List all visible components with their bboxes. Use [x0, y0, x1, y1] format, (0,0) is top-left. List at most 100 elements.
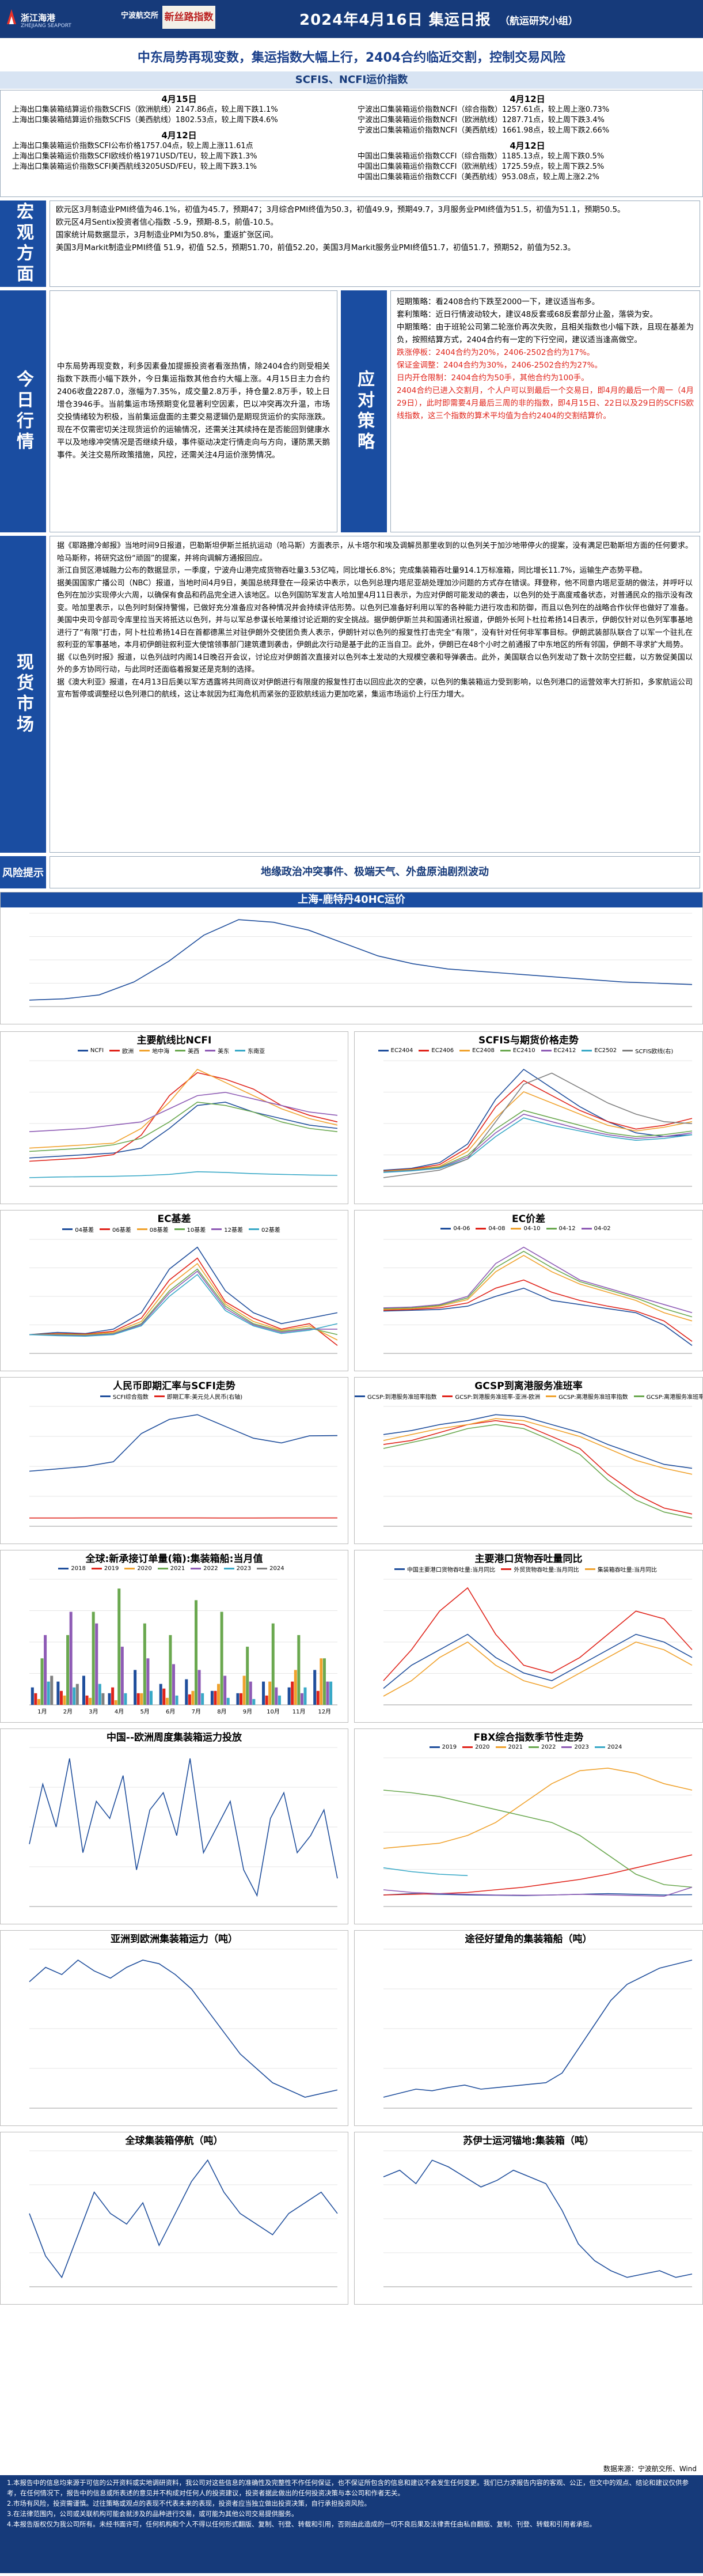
legend-swatch — [175, 1050, 186, 1051]
legend-label: 外贸货物吞吐量:当月同比 — [514, 1567, 579, 1573]
legend-label: 2024 — [607, 1744, 622, 1750]
series-line — [383, 1110, 693, 1172]
chart-panel: 苏伊士运河锚地:集装箱（吨） — [354, 2132, 703, 2305]
legend-swatch — [191, 1568, 202, 1569]
bar — [50, 1675, 54, 1705]
bar — [162, 1688, 166, 1705]
series-line — [383, 1633, 693, 1689]
disclaimer-item: 2.市场有风险，投资需谨慎。过往策略或观点的表现不代表未来的表现，投资者应当独立… — [7, 2499, 371, 2507]
bar — [82, 1675, 85, 1705]
x-tick-label: 6月 — [166, 1708, 175, 1715]
series-line — [383, 1279, 693, 1342]
chart-title: 中国--欧洲周度集装箱运力投放 — [106, 1732, 242, 1743]
market-paragraph: 据《以色列时报》报道，以色列战时内阁14日晚召开会议，讨论应对伊朗首次直接对以色… — [57, 653, 693, 675]
market-paragraph: 浙江自贸区港城融力公布的数据显示，一季度，宁波舟山港完成货物吞吐量3.53亿吨，… — [57, 566, 647, 575]
chart-legend: 04基差 06基差 08基差 10基差 12基差 02基差 — [1, 1225, 348, 1234]
chart-panel: FBX综合指数季节性走势 2019 2020 2021 2022 2023 2024 — [354, 1728, 703, 1924]
series-line — [29, 1959, 338, 2098]
index-left-date1: 4月15日 — [161, 94, 197, 104]
index-left-column: 4月15日 上海出口集装箱结算运价指数SCFIS（欧洲航线）2147.86点，较… — [12, 93, 346, 172]
bar — [89, 1697, 92, 1705]
chart-legend: 中国主要港口货物吞吐量:当月同比 外贸货物吞吐量:当月同比 集装箱吞吐量:当月同比 — [355, 1565, 702, 1573]
series-line — [29, 1262, 338, 1341]
bar — [175, 1695, 178, 1705]
bar — [117, 1588, 121, 1705]
legend-swatch — [77, 1050, 88, 1051]
bar — [249, 1681, 252, 1705]
bar — [271, 1623, 275, 1705]
market-label: 现货市场 — [0, 536, 46, 853]
legend-label: EC2412 — [553, 1047, 576, 1054]
bar — [210, 1690, 214, 1705]
legend-label: 2022 — [203, 1565, 218, 1572]
chart-plot — [29, 2150, 338, 2287]
legend-swatch — [429, 1746, 440, 1748]
series-line — [383, 1767, 693, 1849]
legend-label: 2020 — [475, 1744, 490, 1750]
bar — [303, 1687, 307, 1705]
market-paragraph: 据《澳大利亚》报道，在4月13日后美以军方透露将共同商议对伊朗进行有限度的报复性… — [57, 678, 693, 699]
legend-item: 08基差 — [136, 1225, 169, 1234]
legend-swatch — [257, 1568, 268, 1569]
legend-swatch — [500, 1050, 511, 1051]
report-group: （航运研究小组） — [500, 16, 578, 27]
chart-plot — [29, 913, 693, 1007]
index-row: 中国出口集装箱运价指数CCFI（欧洲航线）1725.59点，较上周下跌2.5% — [358, 162, 605, 171]
macro-line: 欧元区4月Sentix投资者信心指数 -5.9，预期-8.5，前值-10.5。 — [56, 218, 278, 227]
chart-panel: 主要港口货物吞吐量同比 中国主要港口货物吞吐量:当月同比 外贸货物吞吐量:当月同比 集… — [354, 1550, 703, 1723]
chart-title: 全球集装箱停航（吨） — [125, 2135, 223, 2147]
series-line — [383, 1641, 693, 1697]
legend-label: NCFI — [90, 1047, 104, 1054]
strategy-label: 应对策略 — [341, 290, 387, 532]
legend-swatch — [582, 1050, 592, 1051]
x-tick-label: 4月 — [115, 1708, 124, 1715]
legend-item: 02基差 — [248, 1225, 280, 1234]
legend-item: GCSP:离港服务准班率-亚洲-欧洲 — [633, 1392, 702, 1401]
bar — [226, 1697, 230, 1705]
bar — [140, 1693, 143, 1705]
bar — [114, 1700, 117, 1705]
legend-swatch — [136, 1228, 147, 1230]
legend-label: 02基差 — [261, 1227, 280, 1234]
chart-title: EC价差 — [511, 1213, 546, 1225]
legend-label: 即期汇率:美元兑人民币(右轴) — [166, 1394, 243, 1401]
legend-item: 外贸货物吞吐量:当月同比 — [501, 1565, 579, 1573]
bar — [149, 1690, 153, 1705]
bar — [287, 1687, 291, 1705]
legend-item: 2020 — [462, 1744, 490, 1750]
bar — [40, 1658, 44, 1705]
legend-swatch — [462, 1746, 473, 1748]
chart-plot — [383, 1757, 693, 1907]
legend-item: 2020 — [124, 1565, 152, 1572]
legend-item: 2024 — [257, 1565, 284, 1572]
market-paragraph: 据美国国家广播公司（NBC）报道，当地时间4月9日，美国总统拜登在一段采访中表示… — [57, 578, 693, 650]
strategy-line: 中期策略：由于班轮公司第二轮涨价再次失败，且相关指数也小幅下跌，且现在基差为负，… — [397, 323, 694, 345]
chart-plot — [383, 2150, 693, 2287]
chart-legend: 2018 2019 2020 2021 2022 2023 2024 — [1, 1565, 348, 1572]
legend-item: 2022 — [529, 1744, 556, 1750]
legend-label: 欧洲 — [122, 1049, 134, 1055]
series-line — [29, 1257, 338, 1346]
chart-title: GCSP到离港服务准班率 — [474, 1380, 583, 1392]
bar — [188, 1694, 191, 1705]
x-tick-label: 10月 — [267, 1708, 280, 1715]
legend-swatch — [378, 1050, 389, 1051]
index-brand-logo: 新丝路指数 — [162, 6, 215, 29]
legend-item: 即期汇率:美元兑人民币(右轴) — [154, 1392, 242, 1401]
legend-item: SCFI综合指数 — [100, 1392, 149, 1401]
bar — [172, 1664, 176, 1705]
legend-swatch — [211, 1228, 222, 1230]
chart-title: 主要航线比NCFI — [136, 1035, 212, 1046]
legend-swatch — [546, 1228, 557, 1230]
series-line — [383, 1867, 468, 1877]
legend-label: 04-06 — [453, 1225, 470, 1232]
footer-bar — [0, 2475, 703, 2573]
headline: 中东局势再现变数，集运指数大幅上行，2404合约临近交割，控制交易风险 — [137, 51, 566, 65]
disclaimer-item: 3.在法律范围内，公司或关联机构可能会就涉及的品种进行交易，或可能为其他公司交易… — [7, 2510, 298, 2518]
market-box: 据《耶路撒冷邮报》当地时间9日报道，巴勒斯坦伊斯兰抵抗运动（哈马斯）方面表示，从… — [50, 536, 700, 853]
x-tick-label: 5月 — [140, 1708, 149, 1715]
strategy-line: 2404合约已进入交割月，个人户可以到最后一个交易日，即4月的最后一个周一（4月… — [397, 386, 694, 421]
bar — [300, 1693, 303, 1705]
legend-label: GCSP:离港服务准班率-亚洲-欧洲 — [646, 1394, 702, 1401]
series-line — [383, 1246, 693, 1314]
